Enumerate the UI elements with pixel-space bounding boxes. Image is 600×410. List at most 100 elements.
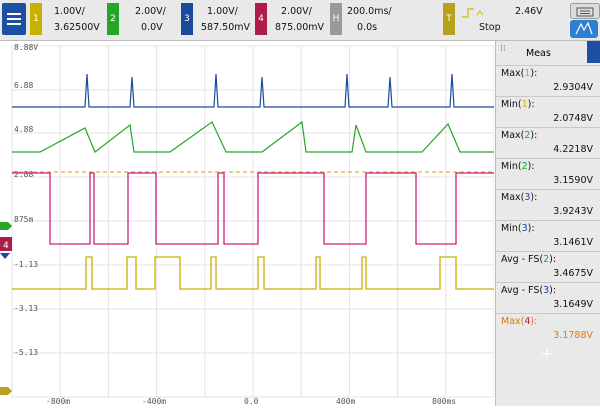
channel-1-trace: [12, 256, 494, 290]
y-tick-label: 4.88: [14, 125, 33, 134]
measurement-value: 2.9304V: [553, 82, 593, 93]
measurement-value: 3.9243V: [553, 206, 593, 217]
y-tick-label: 2.88: [14, 170, 33, 179]
y-tick-label: -1.13: [14, 260, 38, 269]
measurement-channel: 3: [524, 192, 531, 203]
measurement-name: Max: [501, 192, 521, 203]
channel-3-trace: [12, 73, 494, 108]
channel-3-number: 3: [181, 3, 193, 35]
measurement-value: 3.1788V: [553, 330, 593, 341]
measurement-channel: 2: [524, 130, 531, 141]
measurement-label: Max(1):: [501, 68, 538, 79]
measurement-channel: 4: [524, 316, 531, 327]
measurement-value: 3.1590V: [553, 175, 593, 186]
channel-3-scale: 1.00V/: [207, 6, 238, 17]
measurement-name: Max: [501, 68, 521, 79]
measurements-header: ⁞⁞ Meas: [496, 41, 600, 65]
measurement-name: Max: [501, 130, 521, 141]
measurement-label: Avg - FS(2):: [501, 254, 557, 265]
y-tick-label: 6.88: [14, 81, 33, 90]
measurement-row[interactable]: Min(1): 2.0748V: [496, 96, 600, 128]
channel-1-number: 1: [30, 3, 42, 35]
channel-4-ground-marker[interactable]: [0, 237, 12, 251]
y-tick-label: 875m: [14, 215, 33, 224]
add-measurement-button[interactable]: +: [541, 346, 553, 362]
trigger-box[interactable]: T 2.46V Stop: [443, 3, 543, 37]
measurement-value: 2.0748V: [553, 113, 593, 124]
measurement-row[interactable]: Min(2): 3.1590V: [496, 158, 600, 190]
y-tick-label: -5.13: [14, 348, 38, 357]
measurement-label: Max(3):: [501, 192, 538, 203]
x-tick-label: 0.0: [244, 397, 259, 406]
measurement-label: Min(1):: [501, 99, 535, 110]
measurement-name: Avg - FS: [501, 285, 540, 296]
channel-3-ground-marker[interactable]: [0, 253, 10, 259]
measurement-label: Min(2):: [501, 161, 535, 172]
measurement-row[interactable]: Avg - FS(3): 3.1649V: [496, 282, 600, 314]
measurements-title: Meas: [526, 48, 551, 59]
x-tick-label: -800m: [46, 397, 70, 406]
channel-1-ground-marker[interactable]: [0, 387, 12, 395]
measurement-channel: 1: [521, 99, 528, 110]
x-tick-label: 800ms: [432, 397, 456, 406]
measure-icon[interactable]: [570, 20, 598, 38]
measurement-row[interactable]: Min(3): 3.1461V: [496, 220, 600, 252]
top-bar: 1 1.00V/ 3.62500V 2 2.00V/ 0.0V 3 1.00V/…: [0, 0, 600, 41]
channel-3-box[interactable]: 3 1.00V/ 587.50mV: [181, 3, 253, 37]
measurement-channel: 3: [543, 285, 550, 296]
channel-4-box[interactable]: 4 2.00V/ 875.00mV: [255, 3, 327, 37]
channel-2-scale: 2.00V/: [135, 6, 166, 17]
channel-2-ground-marker[interactable]: [0, 222, 12, 230]
measurement-row[interactable]: Max(2): 4.2218V: [496, 127, 600, 159]
measurement-name: Min: [501, 223, 518, 234]
horizontal-delay: 0.0s: [357, 22, 378, 33]
waveform-plot[interactable]: 8.88V 6.88 4.88 2.88 875m -1.13 -3.13 -5.13 -80…: [0, 41, 495, 406]
measurement-row[interactable]: Avg - FS(2): 3.4675V: [496, 251, 600, 283]
y-tick-label: 8.88V: [14, 43, 38, 52]
horizontal-box[interactable]: H 200.0ms/ 0.0s: [330, 3, 400, 37]
measurement-value: 3.1649V: [553, 299, 593, 310]
trigger-label: T: [443, 3, 455, 35]
measurement-channel: 2: [543, 254, 550, 265]
channel-2-trace: [12, 120, 494, 153]
waveform-canvas: 8.88V 6.88 4.88 2.88 875m -1.13 -3.13 -5.13 -80…: [0, 41, 495, 406]
channel-1-box[interactable]: 1 1.00V/ 3.62500V: [30, 3, 102, 37]
horizontal-scale: 200.0ms/: [347, 6, 392, 17]
measurement-name: Min: [501, 161, 518, 172]
measurement-row[interactable]: Max(1): 2.9304V: [496, 65, 600, 97]
measurement-label: Max(2):: [501, 130, 538, 141]
measurements-panel: ⁞⁞ Meas Max(1): 2.9304V Min(1): 2.0748V Max(…: [495, 41, 600, 406]
channel-2-offset: 0.0V: [141, 22, 163, 33]
channel-4-offset: 875.00mV: [275, 22, 324, 33]
channel-4-scale: 2.00V/: [281, 6, 312, 17]
menu-button[interactable]: [2, 3, 26, 35]
measurement-row[interactable]: Max(4): 3.1788V: [496, 313, 600, 345]
keyboard-icon[interactable]: [570, 3, 600, 19]
x-tick-label: -400m: [142, 397, 166, 406]
y-tick-label: -3.13: [14, 304, 38, 313]
channel-1-scale: 1.00V/: [54, 6, 85, 17]
trigger-edge-icon: [462, 8, 483, 18]
measurement-name: Avg - FS: [501, 254, 540, 265]
measurement-label: Avg - FS(3):: [501, 285, 557, 296]
channel-2-number: 2: [107, 3, 119, 35]
panel-tab-icon[interactable]: [587, 41, 600, 63]
channel-4-number: 4: [255, 3, 267, 35]
x-tick-label: 400m: [336, 397, 355, 406]
measurement-name: Max: [501, 316, 521, 327]
measurement-label: Max(4):: [501, 316, 538, 327]
measurement-value: 4.2218V: [553, 144, 593, 155]
measurement-channel: 2: [521, 161, 528, 172]
channel-3-offset: 587.50mV: [201, 22, 250, 33]
channel-4-trace: [12, 172, 494, 245]
trigger-level: 2.46V: [515, 6, 543, 17]
measurement-value: 3.1461V: [553, 237, 593, 248]
grip-icon[interactable]: ⁞⁞: [500, 44, 506, 54]
measurement-row[interactable]: Max(3): 3.9243V: [496, 189, 600, 221]
channel-2-box[interactable]: 2 2.00V/ 0.0V: [107, 3, 175, 37]
measurement-value: 3.4675V: [553, 268, 593, 279]
measurement-name: Min: [501, 99, 518, 110]
channel-1-offset: 3.62500V: [54, 22, 100, 33]
measurement-channel: 1: [524, 68, 531, 79]
channel-4-marker-label: 4: [3, 241, 9, 251]
